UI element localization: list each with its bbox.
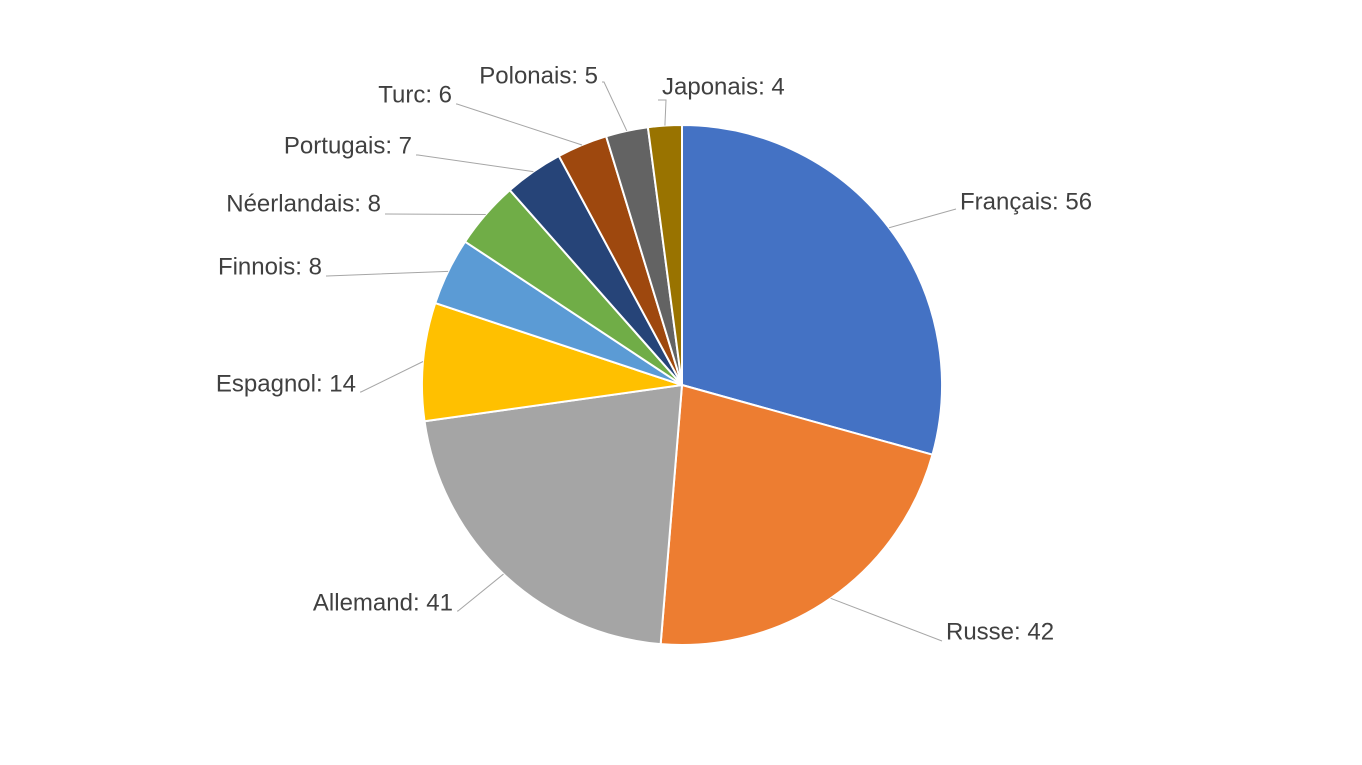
- pie-slice-russe: [659, 384, 934, 646]
- leader-line-allemand: [457, 573, 504, 612]
- data-labels: Français: 56 Russe: 42 Allemand: 41 Espagno…: [216, 62, 1092, 645]
- leader-line-polonais: [602, 81, 628, 132]
- pie-slice-japonais: [646, 124, 683, 386]
- data-label-espagnol: Espagnol: 14: [216, 370, 356, 397]
- leader-line-espagnol: [360, 361, 424, 393]
- data-label-francais: Français: 56: [960, 188, 1092, 215]
- data-label-portugais: Portugais: 7: [284, 132, 412, 159]
- data-label-russe: Russe: 42: [946, 618, 1054, 645]
- data-label-neerlandais: Néerlandais: 8: [226, 190, 381, 217]
- leader-line-finnois: [326, 270, 449, 277]
- data-label-polonais: Polonais: 5: [479, 62, 598, 89]
- leader-line-russe: [830, 597, 943, 642]
- leader-line-portugais: [416, 154, 534, 173]
- pie-slices: [421, 124, 943, 646]
- data-label-turc: Turc: 6: [378, 81, 452, 108]
- data-label-finnois: Finnois: 8: [218, 253, 322, 280]
- leader-line-francais: [888, 208, 957, 229]
- pie-slice-espagnol: [421, 302, 683, 423]
- pie-slice-allemand: [423, 384, 683, 646]
- leader-line-turc: [456, 103, 583, 146]
- data-label-allemand: Allemand: 41: [313, 589, 453, 616]
- label-leader-lines: [326, 81, 957, 642]
- leader-line-japonais: [658, 99, 667, 126]
- data-label-japonais: Japonais: 4: [662, 73, 785, 100]
